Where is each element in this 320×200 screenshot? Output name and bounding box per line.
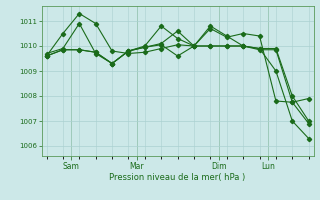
X-axis label: Pression niveau de la mer( hPa ): Pression niveau de la mer( hPa ) bbox=[109, 173, 246, 182]
